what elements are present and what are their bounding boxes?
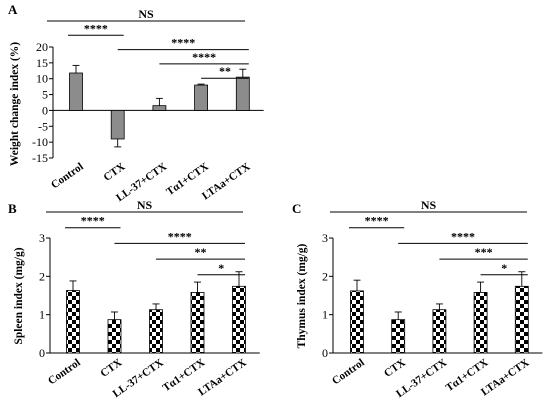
y-axis-title: Weight change index (%) (9, 42, 21, 166)
y-tick-label: 5 (42, 88, 48, 102)
y-tick-label: 2 (322, 269, 328, 283)
y-tick-label: 20 (36, 40, 48, 54)
y-axis-title: Thymus index (mg/g) (296, 243, 308, 348)
y-tick-label: 0 (322, 346, 328, 360)
bar (107, 319, 122, 354)
y-tick-label: 3 (39, 231, 45, 245)
significance-label: ** (219, 64, 231, 78)
chart-panel-weight-change: A Weight change index (%) -15 -10 -5 05 10 15 20… (8, 2, 264, 204)
bar (110, 110, 125, 140)
x-tick-label: Control (49, 161, 86, 192)
x-tick-label: Control (330, 357, 367, 388)
y-tick-label: 1 (322, 308, 328, 322)
x-tick-label: CTX (98, 357, 124, 380)
y-tick-label: 3 (322, 231, 328, 245)
y-tick-label: 0 (42, 103, 48, 117)
significance-label: **** (451, 229, 475, 243)
panel-label: A (8, 2, 18, 17)
significance-label: *** (475, 245, 493, 259)
significance-label: **** (192, 50, 216, 64)
panel-label: B (8, 201, 17, 216)
significance-label: ** (195, 245, 207, 259)
significance-label: * (218, 261, 224, 275)
significance-label: NS (137, 198, 153, 212)
significance-label: **** (84, 21, 108, 35)
y-axis-title: Spleen index (mg/g) (13, 247, 25, 344)
y-tick-label: -10 (32, 135, 48, 149)
bar (232, 285, 246, 354)
y-tick-label: 10 (36, 72, 48, 86)
bar (235, 76, 250, 111)
bar (149, 309, 163, 354)
bar (69, 72, 83, 111)
panel-label: C (292, 201, 301, 216)
significance-label: NS (421, 198, 437, 212)
bar (473, 292, 488, 354)
significance-label: **** (171, 36, 195, 50)
bar (66, 290, 80, 354)
y-tick-label: 0 (39, 346, 45, 360)
bar (514, 285, 529, 354)
y-tick-label: 2 (39, 269, 45, 283)
bar (190, 292, 205, 354)
bar (152, 105, 167, 111)
significance-label: **** (365, 214, 389, 228)
x-tick-label: Control (46, 357, 83, 388)
bar (350, 290, 364, 354)
significance-label: **** (81, 214, 105, 228)
y-tick-label: -5 (38, 119, 48, 133)
y-tick-label: 1 (39, 308, 45, 322)
significance-label: **** (168, 229, 192, 243)
bar (391, 319, 406, 354)
x-tick-label: CTX (382, 357, 408, 380)
y-tick-label: -15 (32, 151, 48, 165)
bar (194, 84, 209, 111)
significance-label: NS (138, 7, 154, 21)
x-tick-label: CTX (102, 161, 128, 184)
significance-label: * (501, 261, 507, 275)
bar (432, 309, 447, 354)
y-tick-label: 15 (36, 56, 48, 70)
